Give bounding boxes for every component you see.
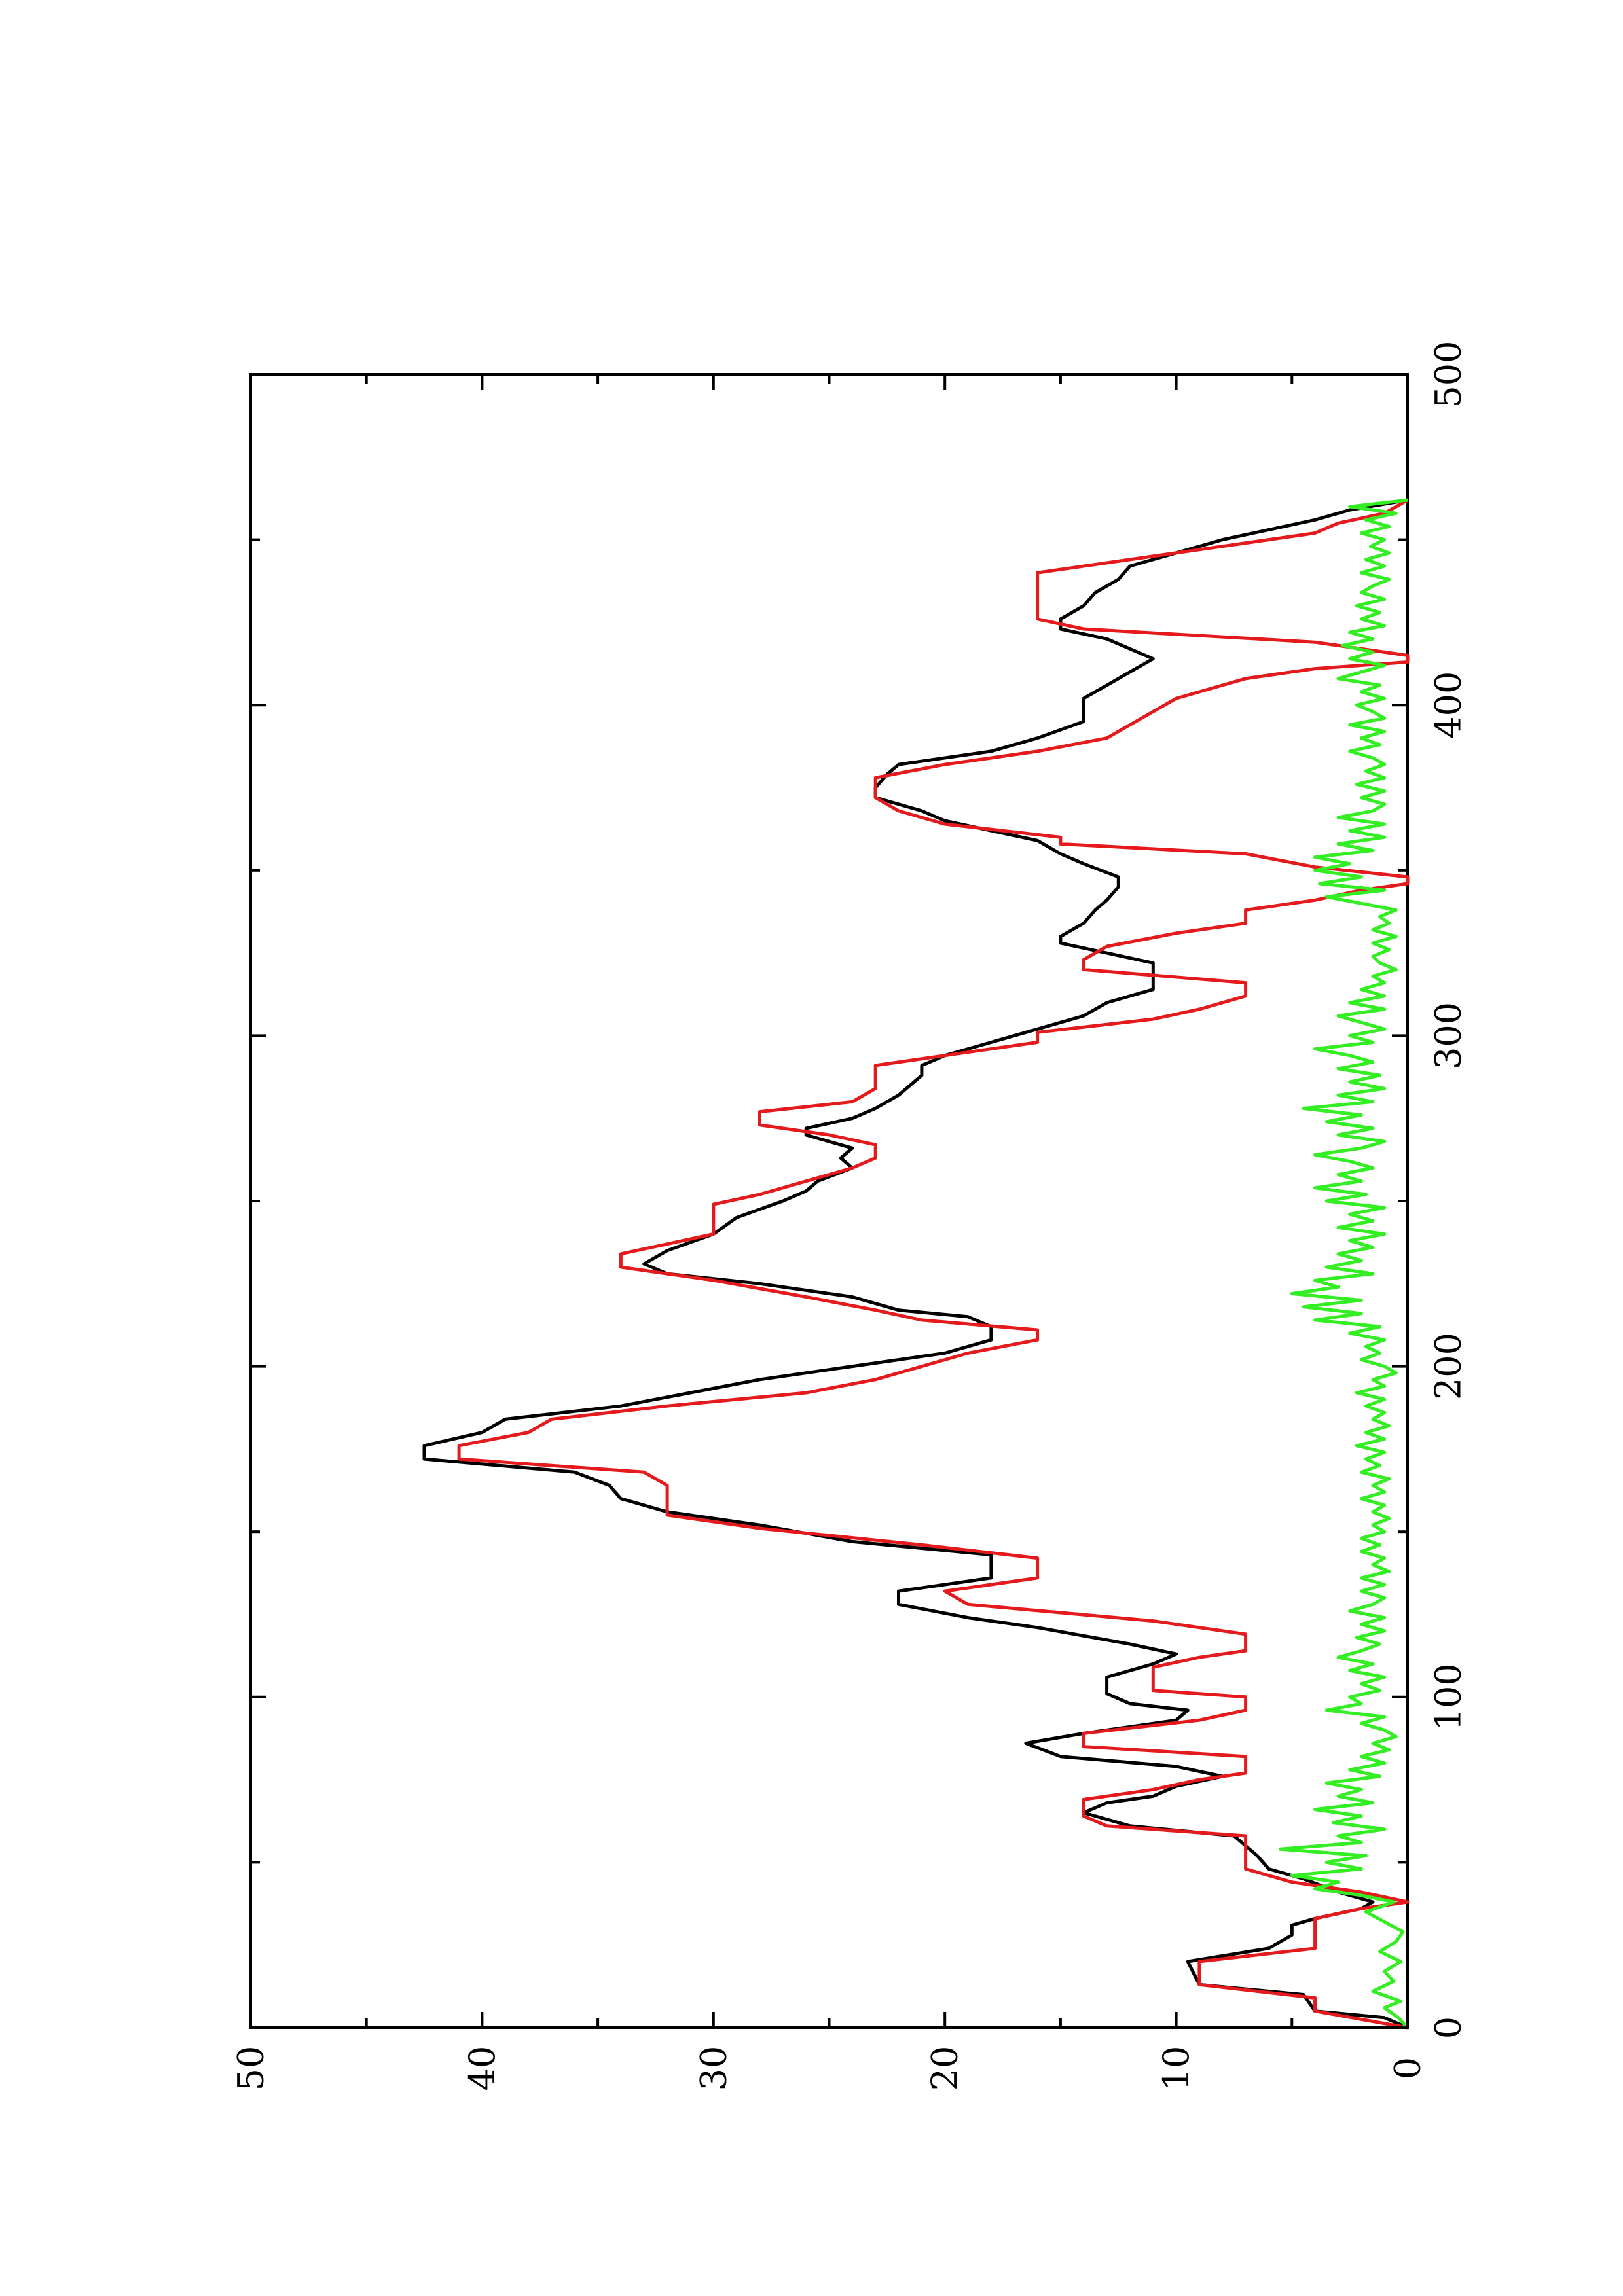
y-tick-label: 40 [462,2046,503,2091]
plot-area [249,373,1409,2029]
series-line-1 [422,498,1408,2030]
series-lines [422,498,1410,2030]
y-tick-label: 0 [1387,2057,1429,2079]
y-tick-label: 10 [1156,2046,1197,2091]
axis-ticks [249,373,1409,2029]
y-tick-label: 30 [693,2046,734,2091]
x-tick-label: 300 [1428,1002,1469,1069]
series-line-2 [457,498,1410,2030]
x-tick-label: 100 [1428,1663,1469,1731]
plot-frame [249,373,1409,2029]
x-tick-label: 200 [1428,1333,1469,1400]
x-tick-label: 400 [1428,672,1469,739]
series-line-3 [1279,498,1409,2029]
x-tick-label: 0 [1428,2017,1469,2039]
y-tick-label: 20 [924,2046,966,2091]
axis-tick-labels: 0 100 200 300 400 500 0 10 20 30 40 50 [230,340,1469,2090]
y-tick-label: 50 [230,2046,272,2091]
x-tick-label: 500 [1428,340,1469,408]
